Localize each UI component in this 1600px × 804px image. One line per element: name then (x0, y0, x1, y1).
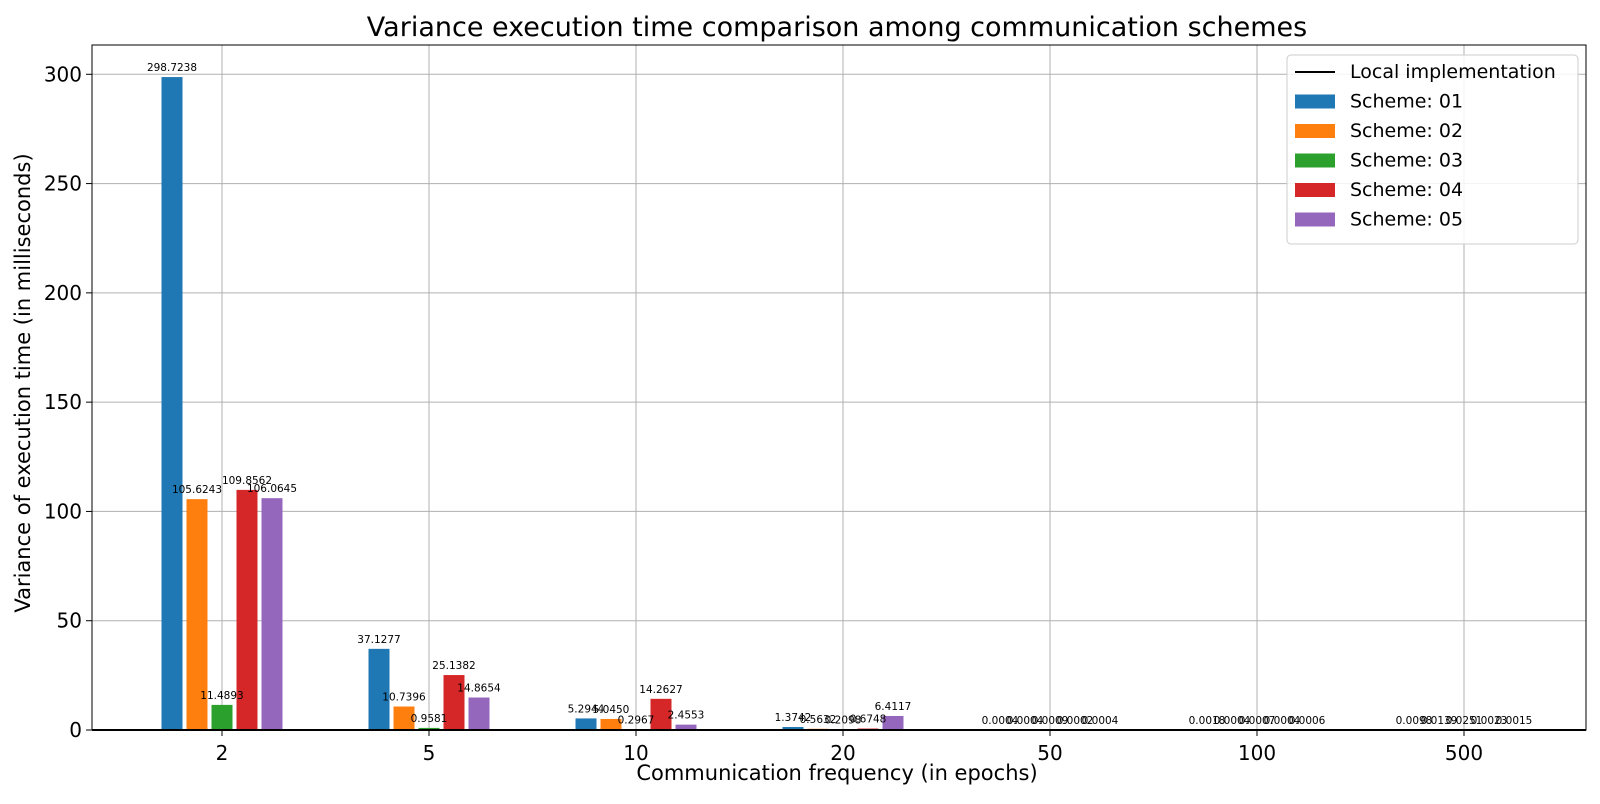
bar-1-5 (369, 649, 390, 730)
legend-swatch-3 (1295, 154, 1335, 168)
legend-label: Scheme: 04 (1350, 179, 1463, 201)
x-axis-label: Communication frequency (in epochs) (636, 761, 1037, 785)
x-tick-label: 100 (1238, 741, 1276, 765)
y-tick-label: 300 (44, 62, 82, 86)
data-label: 0.2967 (618, 714, 655, 726)
data-label: 10.7396 (382, 692, 426, 704)
data-label: 298.7238 (147, 62, 197, 74)
legend-swatch-1 (1295, 95, 1335, 109)
data-label: 25.1382 (432, 660, 475, 672)
y-tick-label: 150 (44, 390, 82, 414)
data-label: 2.4553 (668, 710, 705, 722)
data-label: 0.9581 (411, 713, 448, 725)
data-label: 6.4117 (875, 701, 912, 713)
data-label: 106.0645 (247, 483, 297, 495)
x-tick-label: 5 (423, 741, 436, 765)
legend-label: Local implementation (1350, 61, 1556, 83)
legend-label: Scheme: 03 (1350, 150, 1463, 172)
y-tick-label: 0 (69, 718, 82, 742)
y-tick-label: 50 (57, 609, 82, 633)
x-tick-label: 50 (1037, 741, 1062, 765)
data-label: 0.0006 (1289, 715, 1326, 727)
bar-3-2 (212, 705, 233, 730)
y-axis-label: Variance of execution time (in milliseco… (11, 153, 35, 612)
bar-1-10 (576, 718, 597, 730)
y-tick-label: 100 (44, 499, 82, 523)
data-label: 0.0004 (1082, 715, 1119, 727)
data-label: 14.8654 (457, 683, 501, 695)
bar-1-2 (162, 77, 183, 730)
chart-title: Variance execution time comparison among… (367, 12, 1307, 43)
bar-5-5 (469, 698, 490, 730)
x-tick-label: 2 (216, 741, 229, 765)
legend-label: Scheme: 05 (1350, 209, 1463, 231)
data-label: 14.2627 (639, 684, 682, 696)
legend-swatch-2 (1295, 124, 1335, 138)
data-label: 105.6243 (172, 484, 222, 496)
legend: Local implementation Scheme: 01 Scheme: 02… (1287, 55, 1578, 244)
data-label: 11.4893 (200, 690, 243, 702)
data-label: 37.1277 (357, 634, 400, 646)
legend-label: Scheme: 02 (1350, 120, 1463, 142)
bar-5-2 (262, 498, 283, 730)
legend-swatch-5 (1295, 213, 1335, 227)
y-tick-label: 200 (44, 281, 82, 305)
legend-label: Scheme: 01 (1350, 91, 1463, 113)
y-tick-label: 250 (44, 172, 82, 196)
data-label: 0.0015 (1496, 715, 1533, 727)
x-tick-label: 500 (1445, 741, 1483, 765)
data-label: 0.6748 (850, 714, 887, 726)
legend-swatch-4 (1295, 183, 1335, 197)
